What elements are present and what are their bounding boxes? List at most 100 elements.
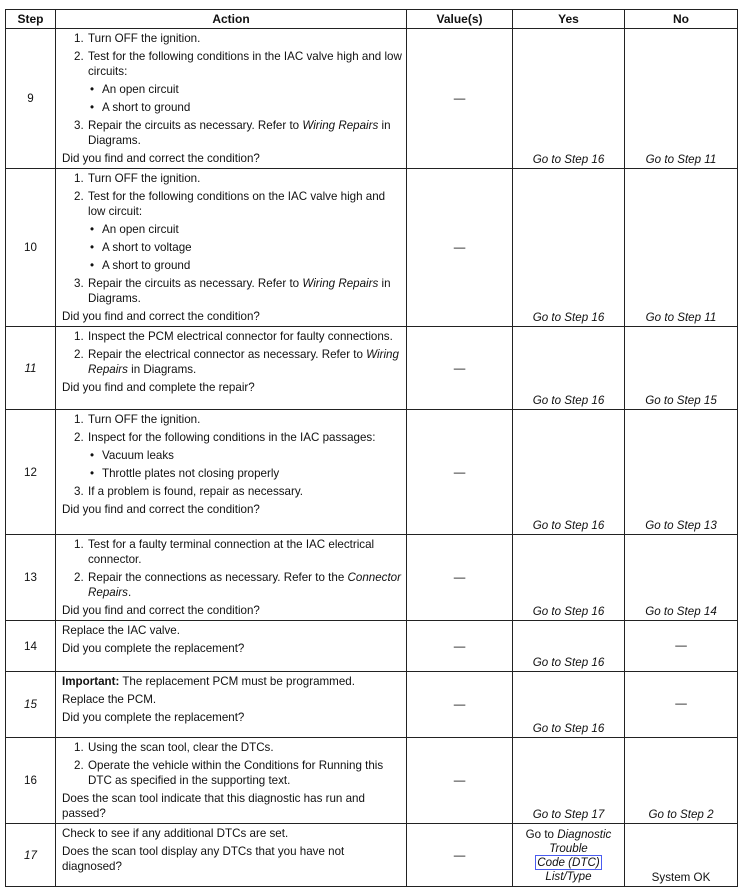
text-segment: Repair the circuits as necessary. Refer …	[88, 119, 303, 132]
action-cell: Check to see if any additional DTCs are …	[55, 823, 407, 887]
action-line-text: Repair the electrical connector as neces…	[88, 347, 402, 377]
yes-line: List/Type	[545, 870, 592, 883]
text-segment: Does the scan tool display any DTCs that…	[62, 845, 345, 873]
numbered-step: 1. Inspect the PCM electrical connector f…	[62, 329, 402, 344]
step-index: 2.	[74, 190, 84, 203]
text-segment: A short to ground	[102, 259, 191, 272]
reference-link-text: Connector Repairs	[88, 571, 401, 599]
table-row: 13 1. Test for a faulty terminal connectio…	[5, 534, 738, 621]
step-index: 1.	[74, 741, 84, 754]
text-segment: Did you find and correct the condition?	[62, 310, 260, 323]
action-text: Important: The replacement PCM must be p…	[62, 674, 402, 689]
action-line-text: Operate the vehicle within the Condition…	[88, 758, 402, 788]
bullet-icon: •	[90, 259, 95, 272]
action-text: Did you complete the replacement?	[62, 710, 402, 725]
action-line-text: Throttle plates not closing properly	[102, 466, 279, 481]
bullet-item: • A short to voltage	[62, 240, 402, 255]
action-line-text: Test for a faulty terminal connection at…	[88, 537, 402, 567]
header-yes: Yes	[512, 9, 625, 29]
reference-link-text: Wiring Repairs	[302, 119, 379, 132]
numbered-step: 2. Test for the following conditions on t…	[62, 189, 402, 219]
value-cell: —	[406, 28, 513, 169]
action-line-text: Replace the IAC valve.	[62, 624, 180, 637]
numbered-step: 1. Turn OFF the ignition.	[62, 412, 402, 427]
action-line-text: Did you find and correct the condition?	[62, 503, 260, 516]
step-index: 2.	[74, 431, 84, 444]
text-segment: Operate the vehicle within the Condition…	[88, 759, 384, 787]
value-cell: —	[406, 737, 513, 824]
text-segment: Repair the electrical connector as neces…	[88, 348, 367, 361]
numbered-step: 1. Using the scan tool, clear the DTCs.	[62, 740, 402, 755]
action-line-text: Replace the PCM.	[62, 693, 156, 706]
text-segment: Test for the following conditions on the…	[88, 190, 386, 218]
action-line-text: Test for the following conditions in the…	[88, 49, 402, 79]
yes-cell: Go to Step 16	[512, 620, 625, 672]
action-text: Replace the IAC valve.	[62, 623, 402, 638]
action-text: Did you complete the replacement?	[62, 641, 402, 656]
step-index: 2.	[74, 571, 84, 584]
action-line-text: Did you complete the replacement?	[62, 642, 244, 655]
bullet-icon: •	[90, 223, 95, 236]
yes-prefix: Go to	[525, 828, 558, 841]
dtc-list-reference[interactable]: Go to Diagnostic Trouble Code (DTC) List/Ty…	[513, 828, 624, 884]
bullet-icon: •	[90, 101, 95, 114]
yes-line: Trouble	[549, 842, 588, 855]
action-line-text: Repair the circuits as necessary. Refer …	[88, 118, 402, 148]
numbered-step: 3. If a problem is found, repair as neces…	[62, 484, 402, 499]
yes-cell: Go to Step 16	[512, 326, 625, 410]
header-row: Step Action Value(s) Yes No	[5, 9, 738, 29]
table-row: 11 1. Inspect the PCM electrical connector…	[5, 326, 738, 410]
action-line-text: Does the scan tool display any DTCs that…	[62, 845, 344, 873]
value-cell: —	[406, 620, 513, 672]
step-index: 3.	[74, 277, 84, 290]
step-number: 17	[5, 823, 56, 887]
yes-cell: Go to Step 16	[512, 28, 625, 169]
value-cell: —	[406, 823, 513, 887]
text-segment: A short to voltage	[102, 241, 192, 254]
action-cell: 1. Turn OFF the ignition. 2. Inspect for th…	[55, 409, 407, 535]
bullet-item: • Vacuum leaks	[62, 448, 402, 463]
value-cell: —	[406, 534, 513, 621]
no-cell: Go to Step 11	[624, 28, 738, 169]
action-cell: 1. Test for a faulty terminal connection …	[55, 534, 407, 621]
dtc-link[interactable]: Code (DTC)	[535, 855, 602, 870]
numbered-step: 2. Test for the following conditions in t…	[62, 49, 402, 79]
action-cell: 1. Turn OFF the ignition. 2. Test for the f…	[55, 28, 407, 169]
action-cell: 1. Turn OFF the ignition. 2. Test for the f…	[55, 168, 407, 327]
text-segment: An open circuit	[102, 223, 179, 236]
text-segment: .	[127, 586, 132, 599]
step-index: 1.	[74, 172, 84, 185]
header-values: Value(s)	[406, 9, 513, 29]
text-segment: Did you find and correct the condition?	[62, 503, 260, 516]
step-index: 3.	[74, 485, 84, 498]
bullet-item: • An open circuit	[62, 222, 402, 237]
no-cell: Go to Step 2	[624, 737, 738, 824]
text-segment: Vacuum leaks	[102, 449, 174, 462]
action-line-text: Test for the following conditions on the…	[88, 189, 402, 219]
text-segment: in Diagrams.	[127, 363, 197, 376]
text-segment: Turn OFF the ignition.	[88, 32, 201, 45]
text-segment: Turn OFF the ignition.	[88, 413, 201, 426]
text-segment: Throttle plates not closing properly	[102, 467, 280, 480]
action-line-text: A short to ground	[102, 100, 190, 115]
action-line-text: Turn OFF the ignition.	[88, 171, 200, 186]
step-number: 10	[5, 168, 56, 327]
step-number: 13	[5, 534, 56, 621]
action-text: Did you find and complete the repair?	[62, 380, 402, 395]
no-cell: Go to Step 15	[624, 326, 738, 410]
header-step: Step	[5, 9, 56, 29]
yes-cell: Go to Step 17	[512, 737, 625, 824]
yes-cell: Go to Step 16	[512, 409, 625, 535]
action-line-text: An open circuit	[102, 222, 179, 237]
value-cell: —	[406, 409, 513, 535]
table-row: 14 Replace the IAC valve. Did you complete…	[5, 620, 738, 672]
value-cell: —	[406, 326, 513, 410]
action-text: Does the scan tool indicate that this di…	[62, 791, 402, 821]
numbered-step: 1. Turn OFF the ignition.	[62, 171, 402, 186]
table-row: 10 1. Turn OFF the ignition. 2. Test for the…	[5, 168, 738, 327]
value-cell: —	[406, 168, 513, 327]
action-line-text: Did you find and correct the condition?	[62, 604, 260, 617]
action-line-text: Inspect for the following conditions in …	[88, 430, 375, 445]
text-segment: Repair the connections as necessary. Ref…	[88, 571, 348, 584]
step-index: 1.	[74, 32, 84, 45]
